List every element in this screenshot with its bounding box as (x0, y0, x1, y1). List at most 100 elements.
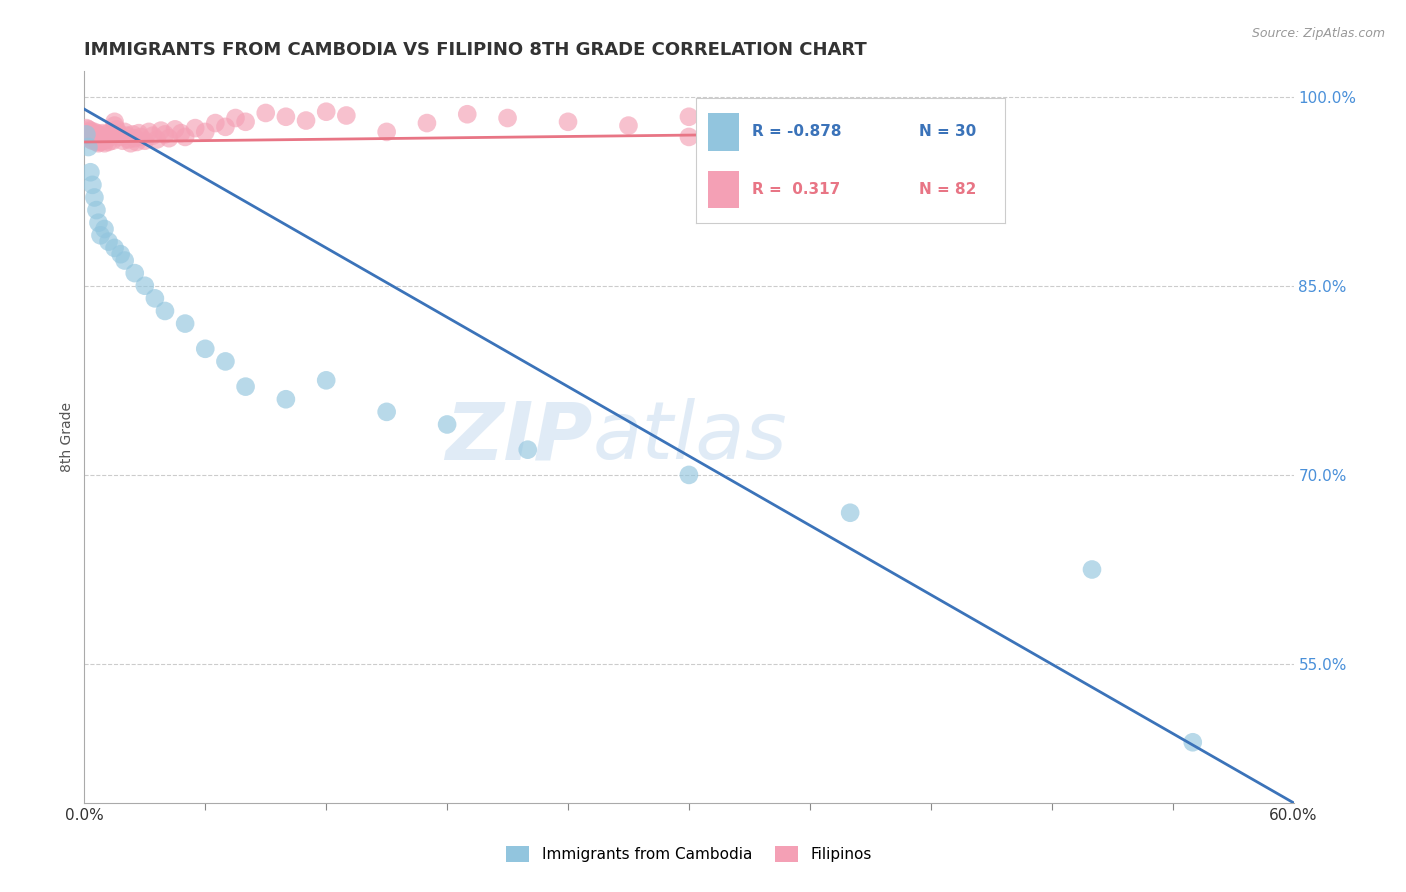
Text: R = -0.878: R = -0.878 (752, 124, 841, 139)
Point (104, 119, 127, 133)
Point (83, 190, 105, 204)
Point (274, 392, 297, 407)
Point (107, 126, 129, 140)
Point (83, 125, 105, 139)
Point (101, 134, 124, 148)
Point (516, 442, 538, 457)
Text: N = 82: N = 82 (918, 182, 976, 197)
Point (97, 235, 120, 249)
Point (110, 130, 132, 145)
Legend: Immigrants from Cambodia, Filipinos: Immigrants from Cambodia, Filipinos (501, 840, 877, 868)
Point (105, 122, 128, 136)
Point (335, 108, 357, 122)
Point (496, 111, 519, 125)
Point (134, 134, 156, 148)
Point (153, 304, 176, 318)
Point (77, 128, 100, 143)
Text: N = 30: N = 30 (918, 124, 976, 139)
Point (87, 128, 110, 142)
Point (204, 116, 226, 130)
Point (174, 130, 197, 145)
Point (120, 136, 142, 151)
Point (128, 126, 150, 140)
Point (93, 136, 115, 151)
Point (235, 115, 257, 129)
Point (678, 130, 700, 145)
Point (86, 203, 108, 218)
Text: Source: ZipAtlas.com: Source: ZipAtlas.com (1251, 27, 1385, 40)
Point (375, 405, 398, 419)
Point (315, 373, 337, 387)
Point (146, 132, 169, 146)
Point (839, 506, 862, 520)
Point (214, 120, 236, 134)
Point (125, 135, 148, 149)
Text: ZIP: ZIP (444, 398, 592, 476)
Point (79, 130, 101, 145)
Point (738, 113, 761, 128)
Point (82, 134, 104, 148)
Point (214, 354, 236, 368)
Point (104, 241, 127, 255)
Point (89, 228, 111, 243)
Point (79, 165, 101, 179)
Point (235, 379, 257, 393)
Point (170, 126, 193, 140)
Bar (709, 113, 740, 151)
Point (114, 253, 136, 268)
Point (184, 121, 207, 136)
Point (295, 113, 318, 128)
Point (82, 128, 104, 142)
Point (557, 115, 579, 129)
Point (129, 130, 152, 145)
Point (124, 266, 146, 280)
Point (375, 125, 398, 139)
Point (79, 126, 101, 140)
Point (416, 116, 439, 130)
Point (77, 125, 100, 139)
Y-axis label: 8th Grade: 8th Grade (60, 402, 75, 472)
Point (79, 132, 101, 146)
Point (153, 128, 176, 142)
Point (86, 126, 108, 140)
Point (111, 134, 134, 148)
Point (138, 125, 160, 139)
Point (142, 128, 165, 143)
Point (110, 247, 132, 261)
Point (274, 110, 297, 124)
Point (86, 130, 108, 145)
Point (91, 126, 114, 140)
Point (89, 135, 111, 149)
Point (91, 130, 114, 145)
Point (678, 467, 700, 482)
Point (879, 108, 901, 122)
Point (960, 112, 983, 127)
Point (225, 111, 247, 125)
Point (104, 115, 127, 129)
Point (157, 131, 180, 145)
Point (456, 107, 478, 121)
Point (83, 131, 105, 145)
Point (254, 106, 277, 120)
Point (82, 131, 104, 145)
Point (194, 125, 217, 139)
Point (100, 130, 122, 145)
Point (1181, 735, 1204, 749)
Point (93, 134, 115, 148)
Point (134, 278, 156, 293)
Point (194, 342, 217, 356)
Point (124, 131, 146, 145)
Point (799, 117, 821, 131)
Bar (709, 170, 740, 208)
Point (93, 128, 115, 142)
Point (87, 136, 110, 151)
Point (97, 126, 120, 140)
Point (89, 131, 111, 145)
Point (93, 222, 115, 236)
Point (315, 104, 337, 119)
Point (436, 417, 458, 432)
Point (83, 128, 105, 143)
Point (79, 123, 101, 137)
Point (1081, 562, 1104, 576)
Point (77, 140, 100, 154)
